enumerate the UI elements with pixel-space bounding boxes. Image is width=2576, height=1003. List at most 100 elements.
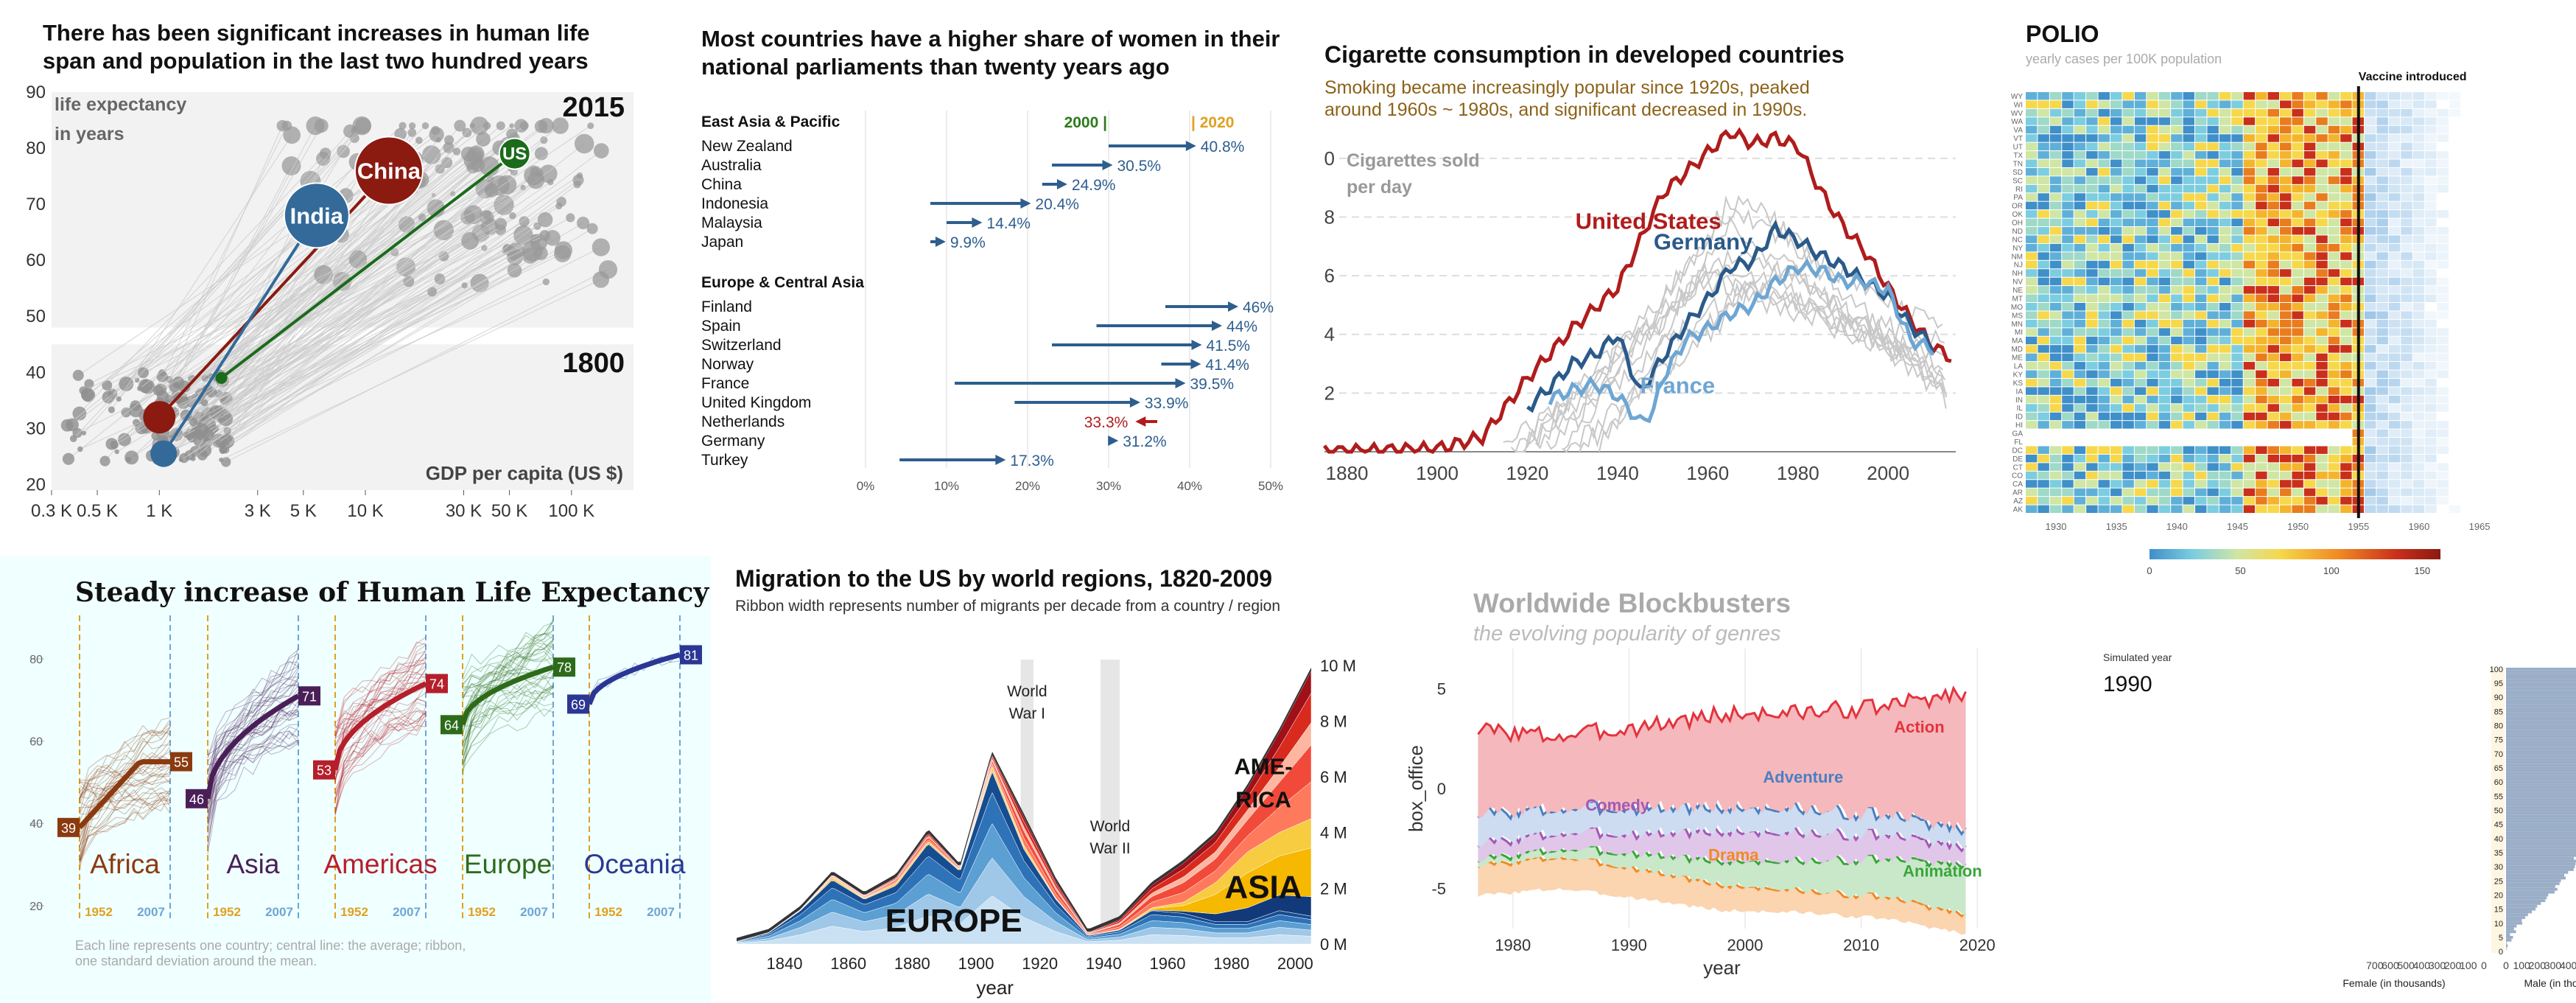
- panel-polio: POLIO yearly cases per 100K population W…: [1989, 0, 2576, 582]
- heat-cell: [2110, 353, 2122, 362]
- heat-cell: [2340, 353, 2352, 362]
- country-line: [334, 710, 427, 791]
- x-tick-label: 10%: [934, 479, 959, 493]
- heat-cell: [2219, 353, 2231, 362]
- arrow-head: [1175, 378, 1186, 388]
- heat-cell: [2098, 134, 2110, 142]
- male-bar: [2506, 885, 2555, 888]
- heat-cell: [2207, 151, 2219, 159]
- heat-cell: [2049, 370, 2062, 378]
- heat-cell: [2316, 235, 2328, 243]
- country-2015: [586, 223, 598, 234]
- heat-cell: [2219, 243, 2231, 252]
- heat-cell: [2256, 235, 2267, 243]
- male-bar: [2506, 907, 2536, 911]
- heat-cell: [2243, 176, 2256, 184]
- sim-year-label: Simulated year: [2103, 651, 2172, 663]
- heat-cell: [2267, 480, 2279, 488]
- heat-cell: [2171, 404, 2183, 412]
- heat-cell: [2147, 303, 2158, 311]
- heat-cell: [2303, 345, 2316, 353]
- heat-cell: [2207, 328, 2219, 336]
- heat-cell: [2122, 412, 2134, 421]
- heat-cell: [2183, 227, 2194, 235]
- y-axis-label: life expectancy: [55, 94, 186, 115]
- state-label: WV: [2011, 110, 2023, 118]
- heat-cell: [2267, 497, 2279, 505]
- country-line: [334, 674, 427, 746]
- heat-cell: [2267, 269, 2279, 277]
- heat-cell: [2062, 370, 2074, 378]
- chart-note: Each line represents one country; centra…: [75, 938, 466, 968]
- heat-cell: [2376, 421, 2388, 429]
- heat-cell: [2280, 243, 2292, 252]
- heat-cell: [2243, 184, 2256, 193]
- heat-cell: [2401, 125, 2412, 134]
- heat-cell: [2340, 471, 2352, 480]
- heat-cell: [2340, 370, 2352, 378]
- country-line: [207, 738, 299, 797]
- heat-cell: [2098, 404, 2110, 412]
- heat-cell: [2134, 497, 2147, 505]
- heat-cell: [2207, 345, 2219, 353]
- heat-cell: [2195, 108, 2207, 117]
- heat-cell: [2110, 92, 2122, 100]
- heat-cell: [2098, 218, 2110, 227]
- heat-cell: [2292, 193, 2303, 201]
- country-2015: [542, 278, 550, 286]
- heat-cell: [2207, 311, 2219, 319]
- heat-cell: [2195, 235, 2207, 243]
- heat-cell: [2110, 286, 2122, 294]
- heat-cell: [2243, 404, 2256, 412]
- heat-cell: [2134, 294, 2147, 302]
- heat-cell: [2292, 488, 2303, 497]
- heat-cell: [2388, 167, 2401, 176]
- heat-cell: [2183, 176, 2194, 184]
- x-tick-label: 1940: [1596, 462, 1639, 484]
- heat-cell: [2074, 336, 2086, 345]
- heat-cell: [2412, 454, 2425, 463]
- age-tick-label: 65: [2494, 764, 2503, 773]
- heat-cell: [2401, 319, 2412, 328]
- heat-cell: [2049, 176, 2062, 184]
- heat-cell: [2062, 336, 2074, 345]
- heat-cell: [2110, 176, 2122, 184]
- heat-cell: [2437, 151, 2449, 159]
- heat-cell: [2026, 303, 2038, 311]
- heat-cell: [2437, 370, 2449, 378]
- heat-cell: [2280, 269, 2292, 277]
- heat-cell: [2388, 319, 2401, 328]
- heat-cell: [2098, 108, 2110, 117]
- heat-cell: [2437, 311, 2449, 319]
- heat-cell: [2376, 159, 2388, 167]
- state-label: WA: [2011, 118, 2023, 126]
- male-bar: [2506, 755, 2576, 758]
- end-value: 78: [557, 660, 572, 675]
- heat-cell: [2134, 362, 2147, 370]
- heat-cell: [2280, 446, 2292, 454]
- heat-cell: [2074, 488, 2086, 497]
- heat-cell: [2207, 269, 2219, 277]
- heat-cell: [2110, 378, 2122, 387]
- age-tick-label: 40: [2494, 835, 2503, 844]
- country-line: [334, 707, 427, 796]
- heat-cell: [2412, 429, 2425, 438]
- heat-cell: [2134, 151, 2147, 159]
- x-tick-label: 1960: [1150, 954, 1186, 973]
- heat-cell: [2038, 345, 2049, 353]
- heat-cell: [2062, 319, 2074, 328]
- heat-cell: [2376, 497, 2388, 505]
- heat-cell: [2195, 505, 2207, 513]
- heat-cell: [2267, 328, 2279, 336]
- heat-cell: [2412, 159, 2425, 167]
- heat-cell: [2207, 488, 2219, 497]
- heat-cell: [2412, 243, 2425, 252]
- heat-cell: [2256, 159, 2267, 167]
- heat-cell: [2147, 378, 2158, 387]
- heat-cell: [2171, 353, 2183, 362]
- y-tick-label: 80: [29, 654, 43, 666]
- heat-cell: [2280, 362, 2292, 370]
- heat-cell: [2303, 142, 2316, 151]
- value-label: 33.3%: [1084, 414, 1129, 431]
- country-line: [79, 731, 171, 802]
